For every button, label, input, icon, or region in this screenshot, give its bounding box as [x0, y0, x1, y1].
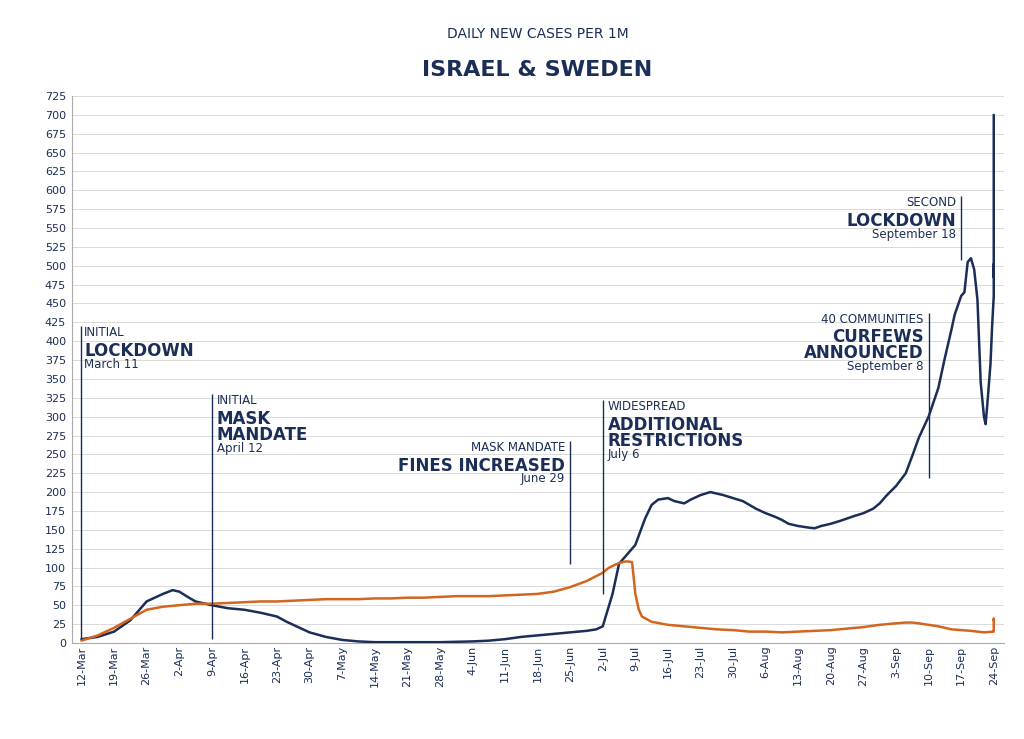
Text: INITIAL: INITIAL: [84, 326, 125, 339]
Text: LOCKDOWN: LOCKDOWN: [84, 342, 194, 360]
Text: March 11: March 11: [84, 358, 139, 371]
Text: April 12: April 12: [217, 441, 263, 454]
Text: DAILY NEW CASES PER 1M: DAILY NEW CASES PER 1M: [446, 27, 629, 41]
Text: INITIAL: INITIAL: [217, 394, 257, 407]
Text: June 29: June 29: [521, 472, 565, 486]
Text: CURFEWS: CURFEWS: [833, 328, 924, 347]
Text: FINES INCREASED: FINES INCREASED: [398, 457, 565, 474]
Text: September 8: September 8: [847, 360, 924, 373]
Text: July 6: July 6: [607, 448, 640, 460]
Text: LOCKDOWN: LOCKDOWN: [847, 212, 956, 231]
Text: ADDITIONAL: ADDITIONAL: [607, 416, 723, 434]
Text: 40 COMMUNITIES: 40 COMMUNITIES: [821, 313, 924, 326]
Text: September 18: September 18: [872, 228, 956, 241]
Text: SECOND: SECOND: [906, 197, 956, 209]
Text: MANDATE: MANDATE: [217, 426, 308, 443]
Text: WIDESPREAD: WIDESPREAD: [607, 400, 686, 413]
Text: RESTRICTIONS: RESTRICTIONS: [607, 432, 743, 450]
Text: MASK: MASK: [217, 410, 271, 428]
Text: ANNOUNCED: ANNOUNCED: [804, 344, 924, 362]
Text: ISRAEL & SWEDEN: ISRAEL & SWEDEN: [423, 60, 652, 80]
Text: MASK MANDATE: MASK MANDATE: [471, 440, 565, 454]
